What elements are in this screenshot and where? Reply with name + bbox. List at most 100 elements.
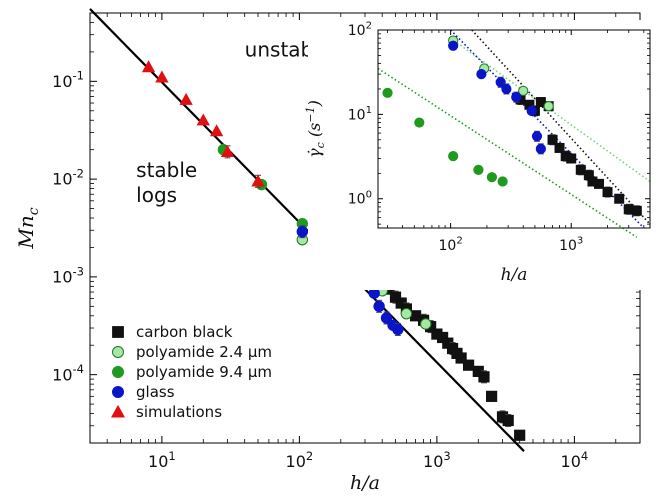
- main-x-tick-label: 104: [561, 449, 589, 471]
- main-y-tick-label-base: 10: [52, 267, 72, 286]
- inset-y-tick-label: 100: [348, 189, 372, 207]
- main-y-tick-label: 10-4: [52, 362, 84, 384]
- inset-data-point: [535, 143, 546, 154]
- inset-data-point: [614, 193, 625, 204]
- main-y-tick-label-exp: -1: [73, 69, 84, 83]
- legend-label: glass: [136, 383, 175, 401]
- inset-data-point: [594, 178, 605, 189]
- inset-background: [308, 20, 658, 290]
- legend-marker: [112, 386, 124, 398]
- inset-y-label-ylabel_sub: c: [314, 142, 327, 148]
- main-data-point: [392, 323, 404, 336]
- main-data-point: [502, 414, 514, 427]
- inset-data-point: [547, 134, 558, 145]
- inset-data-point: [602, 187, 613, 198]
- legend-marker: [112, 366, 124, 378]
- main-x-axis-label: h/a: [350, 472, 380, 494]
- inset-y-tick-label: 102: [348, 21, 372, 39]
- legend-marker: [112, 326, 124, 338]
- legend-label: polyamide 9.4 μm: [136, 363, 272, 381]
- inset-data-point: [476, 69, 487, 80]
- inset-x-tick-label-exp: 3: [577, 236, 583, 247]
- inset-y-tick-label-exp: 1: [366, 105, 372, 116]
- main-x-tick-label: 101: [148, 449, 176, 471]
- inset-data-point: [495, 77, 506, 88]
- main-y-tick-label: 10-3: [52, 264, 84, 286]
- inset-data-point: [566, 153, 577, 164]
- inset-y-label-ylabel_symbol: γ̇: [305, 148, 324, 158]
- main-y-axis-label: Mnc: [14, 207, 42, 249]
- inset-x-tick-label-exp: 2: [456, 236, 462, 247]
- inset-x-tick-label-base: 10: [559, 238, 577, 254]
- main-data-point: [220, 145, 235, 158]
- inset-fit-line: [450, 37, 651, 183]
- inset-y-tick-label-base: 10: [348, 107, 366, 123]
- main-data-point: [373, 300, 385, 313]
- inset-data-point: [448, 40, 459, 51]
- annotation-stable-logs: logs: [136, 183, 177, 207]
- main-y-tick-label-exp: -2: [73, 167, 84, 181]
- inset-series: [382, 87, 508, 187]
- main-data-point: [389, 291, 402, 303]
- annotation-stable-logs: stable: [136, 158, 197, 182]
- legend-label: simulations: [136, 403, 222, 421]
- inset-data-point: [497, 176, 508, 187]
- inset-fit-line: [377, 67, 638, 238]
- inset-y-axis-label: γ̇c (s−1): [304, 100, 327, 158]
- legend-marker: [112, 346, 124, 358]
- inset-data-point: [518, 85, 529, 96]
- inset-y-label-ylabel_unit: (s: [305, 123, 324, 143]
- inset-plot-frame: [377, 29, 651, 229]
- inset-data-point: [486, 172, 498, 183]
- inset-data-point: [554, 142, 565, 153]
- main-x-tick-label-base: 10: [423, 452, 443, 471]
- main-data-point: [478, 371, 490, 383]
- main-y-tick-label: 10-2: [52, 167, 84, 189]
- main-y-tick-label-exp: -4: [73, 362, 84, 376]
- inset-data-point: [526, 105, 537, 116]
- inset-x-tick-label-base: 10: [438, 238, 456, 254]
- inset-data-point: [382, 87, 393, 98]
- inset-y-label-ylabel_unit_exp: −1: [304, 106, 317, 122]
- main-x-tick-label-exp: 2: [306, 449, 313, 463]
- inset-x-tick-label: 102: [438, 236, 462, 254]
- inset-y-tick-label-base: 10: [348, 192, 366, 208]
- legend-marker: [110, 404, 126, 418]
- inset-y-tick-label-base: 10: [348, 23, 366, 39]
- main-data-point: [209, 124, 224, 137]
- inset-data-point: [543, 101, 554, 112]
- main-data-point: [420, 318, 432, 330]
- main-y-tick-label-base: 10: [52, 72, 72, 91]
- inset-x-axis-label: h/a: [501, 265, 528, 285]
- inset-data-point: [631, 205, 642, 216]
- inset-y-tick-label: 101: [348, 105, 372, 123]
- main-data-point: [141, 60, 156, 73]
- main-x-tick-label-exp: 3: [443, 449, 450, 463]
- main-series: [141, 60, 265, 188]
- main-y-axis-label-main: Mn: [14, 215, 38, 249]
- main-data-point: [296, 225, 309, 238]
- inset-data-point: [575, 164, 586, 175]
- main-series: [296, 234, 432, 330]
- main-x-tick-label-exp: 4: [581, 449, 588, 463]
- inset-data-point: [531, 131, 543, 142]
- legend-label: polyamide 2.4 μm: [136, 343, 272, 361]
- main-y-tick-label: 10-1: [52, 69, 84, 91]
- main-x-tick-label-base: 10: [561, 452, 581, 471]
- main-y-axis-label-sub: c: [26, 207, 42, 215]
- main-y-tick-label-exp: -3: [73, 264, 84, 278]
- main-x-tick-label-base: 10: [286, 452, 306, 471]
- inset-data-point: [448, 151, 459, 162]
- main-data-point: [455, 352, 467, 364]
- main-data-point: [179, 92, 193, 105]
- main-data-point: [251, 174, 265, 187]
- inset-data-point: [414, 117, 425, 128]
- inset-data-point: [511, 92, 522, 103]
- main-y-tick-label-base: 10: [52, 365, 72, 384]
- main-data-point: [196, 113, 210, 126]
- inset-data-point: [501, 83, 512, 95]
- inset-y-label-ylabel_close: ): [305, 100, 324, 107]
- main-data-point: [380, 312, 393, 324]
